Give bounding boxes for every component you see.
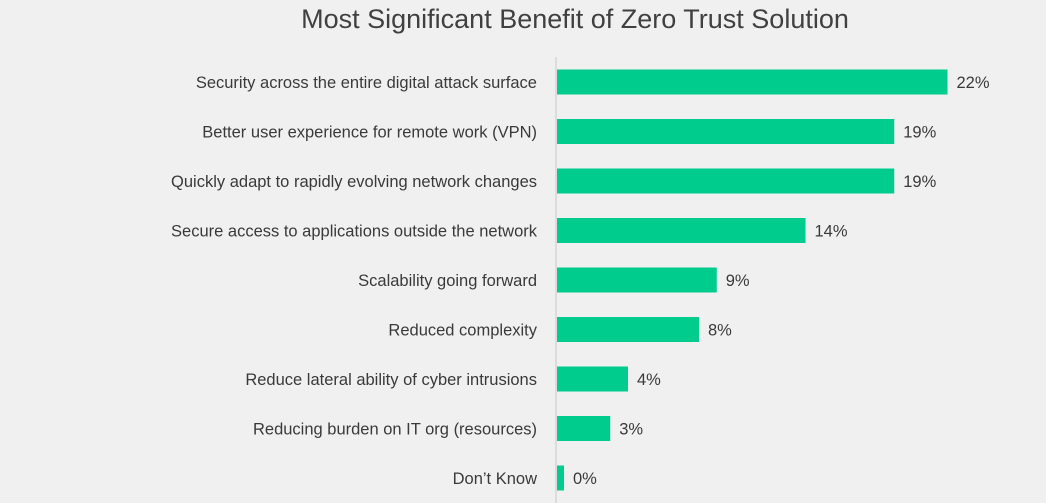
category-label: Scalability going forward [358, 272, 537, 290]
chart-title: Most Significant Benefit of Zero Trust S… [301, 4, 849, 34]
bar [557, 317, 699, 342]
value-label: 3% [619, 421, 643, 439]
bar [557, 267, 717, 293]
bars-group [557, 69, 948, 491]
bar [557, 69, 948, 95]
category-label: Secure access to applications outside th… [171, 223, 538, 241]
category-label: Reducing burden on IT org (resources) [253, 421, 537, 439]
value-label: 19% [903, 173, 936, 191]
category-label: Quickly adapt to rapidly evolving networ… [171, 173, 537, 191]
value-label: 19% [903, 124, 936, 142]
value-labels-group: 22% 19% 19% 14% 9% 8% 4% 3% 0% [573, 74, 990, 488]
bar [557, 465, 564, 491]
category-labels-group: Security across the entire digital attac… [171, 74, 538, 488]
bar [557, 366, 628, 392]
value-label: 0% [573, 470, 597, 488]
value-label: 4% [637, 371, 661, 389]
value-label: 9% [726, 272, 750, 290]
category-label: Don’t Know [453, 470, 537, 488]
bar [557, 218, 806, 243]
value-label: 14% [815, 223, 848, 241]
category-label: Security across the entire digital attac… [196, 74, 537, 92]
category-label: Better user experience for remote work (… [202, 124, 537, 142]
value-label: 8% [708, 322, 732, 340]
value-label: 22% [957, 74, 990, 92]
bar [557, 168, 895, 194]
bar [557, 416, 611, 441]
category-label: Reduced complexity [388, 322, 537, 340]
category-label: Reduce lateral ability of cyber intrusio… [245, 371, 537, 389]
bar [557, 119, 895, 144]
